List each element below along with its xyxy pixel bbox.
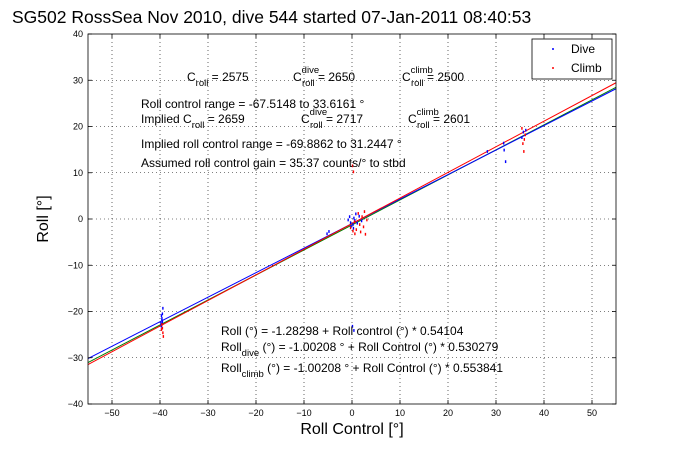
- point-climb: [523, 150, 525, 153]
- point-climb: [161, 323, 163, 326]
- point-dive: [162, 306, 164, 310]
- x-tick-label: −10: [296, 408, 311, 418]
- point-dive: [503, 148, 505, 152]
- point-dive: [360, 219, 363, 223]
- point-climb: [359, 230, 362, 234]
- y-tick-label: −30: [68, 353, 83, 363]
- point-dive: [161, 317, 163, 320]
- point-dive: [161, 318, 163, 322]
- implied-roll-control-range: Implied roll control range = -69.8862 to…: [141, 137, 402, 151]
- point-climb: [361, 215, 363, 219]
- fit-lines: [87, 82, 617, 365]
- croll-values: Croll = 2575 Cdive roll = 2650 Cclimb roll…: [187, 65, 464, 89]
- x-tick-label: 20: [443, 408, 453, 418]
- x-axis-label: Roll Control [°]: [300, 421, 403, 438]
- y-tick-label: −20: [68, 307, 83, 317]
- point-climb: [354, 232, 356, 236]
- point-dive: [348, 215, 351, 219]
- fit-equation-all: Roll (°) = -1.28298 + Roll control (°) *…: [221, 324, 464, 338]
- x-tick-label: 30: [491, 408, 501, 418]
- x-tick-label: −50: [104, 408, 119, 418]
- point-dive: [356, 221, 358, 225]
- point-dive: [351, 324, 354, 328]
- fit-equation-dive: Rolldive (°) = -1.00208 ° + Roll Control…: [221, 340, 499, 359]
- point-climb: [352, 170, 355, 174]
- point-climb: [523, 138, 526, 141]
- point-dive: [353, 216, 355, 220]
- point-climb: [524, 133, 526, 137]
- point-dive: [161, 312, 164, 316]
- point-climb: [521, 126, 523, 130]
- y-tick-label: −40: [68, 399, 83, 409]
- point-dive: [161, 320, 164, 324]
- point-dive: [502, 141, 505, 145]
- implied-croll-values: Implied Croll = 2659 Cdive roll = 2717 Cc…: [141, 107, 470, 131]
- point-dive: [358, 214, 360, 218]
- point-climb: [522, 142, 524, 146]
- point-climb: [362, 225, 365, 229]
- point-dive: [160, 324, 163, 328]
- legend-label-dive: Dive: [571, 42, 595, 56]
- x-tick-label: 40: [539, 408, 549, 418]
- point-climb: [358, 223, 361, 226]
- point-climb: [366, 218, 368, 222]
- y-tick-label: 20: [73, 122, 83, 132]
- y-tick-label: 0: [78, 214, 83, 224]
- data-points: [160, 126, 527, 338]
- legend-box: [531, 38, 613, 80]
- point-climb: [355, 228, 358, 232]
- point-climb: [364, 232, 367, 236]
- axis-ticks: −50 −40 −30 −20 −10 0 10 20 30 40 50 −40 −30 −20 −10 0 1…: [68, 29, 616, 418]
- y-tick-label: 10: [73, 168, 83, 178]
- x-tick-label: −20: [248, 408, 263, 418]
- x-tick-label: 10: [395, 408, 405, 418]
- point-climb: [161, 326, 164, 330]
- point-dive: [353, 329, 355, 332]
- point-climb: [160, 328, 163, 331]
- roll-control-range: Roll control range = -67.5148 to 33.6161…: [141, 97, 364, 111]
- point-dive: [504, 160, 507, 164]
- point-climb: [363, 210, 366, 213]
- point-dive: [349, 221, 352, 225]
- x-tick-label: −30: [200, 408, 215, 418]
- y-axis-label: Roll [°]: [35, 195, 52, 242]
- fit-line-climb: [87, 82, 617, 365]
- annotations: Croll = 2575 Cdive roll = 2650 Cclimb roll…: [141, 65, 503, 380]
- point-dive: [352, 226, 355, 230]
- x-tick-label: −40: [152, 408, 167, 418]
- y-tick-label: −10: [68, 260, 83, 270]
- y-tick-label: 30: [73, 75, 83, 85]
- chart-title: SG502 RossSea Nov 2010, dive 544 started…: [12, 7, 532, 27]
- point-climb: [352, 229, 354, 233]
- point-dive: [355, 212, 357, 216]
- y-tick-label: 40: [73, 29, 83, 39]
- point-climb: [349, 226, 352, 230]
- point-dive: [521, 136, 523, 139]
- legend: Dive Climb: [531, 38, 613, 80]
- x-tick-label: 50: [587, 408, 597, 418]
- point-dive: [328, 230, 330, 233]
- point-dive: [525, 128, 527, 132]
- point-dive: [326, 232, 328, 236]
- fit-equation-climb: Rollclimb (°) = -1.00208 ° + Roll Contro…: [221, 361, 503, 380]
- x-tick-label: 0: [349, 408, 354, 418]
- legend-marker-climb: [552, 67, 554, 69]
- point-climb: [162, 331, 164, 335]
- point-dive: [486, 150, 489, 153]
- point-climb: [357, 212, 359, 215]
- point-dive: [522, 130, 525, 134]
- point-dive: [352, 223, 354, 226]
- point-dive: [160, 322, 162, 325]
- roll-control-gain: Assumed roll control gain = 35.37 counts…: [141, 156, 406, 170]
- legend-label-climb: Climb: [571, 61, 602, 75]
- grid: [88, 34, 616, 404]
- legend-marker-dive: [552, 48, 554, 50]
- point-dive: [347, 218, 349, 222]
- point-climb: [351, 164, 354, 168]
- point-climb: [162, 335, 165, 338]
- point-dive: [160, 314, 163, 318]
- point-climb: [353, 220, 356, 224]
